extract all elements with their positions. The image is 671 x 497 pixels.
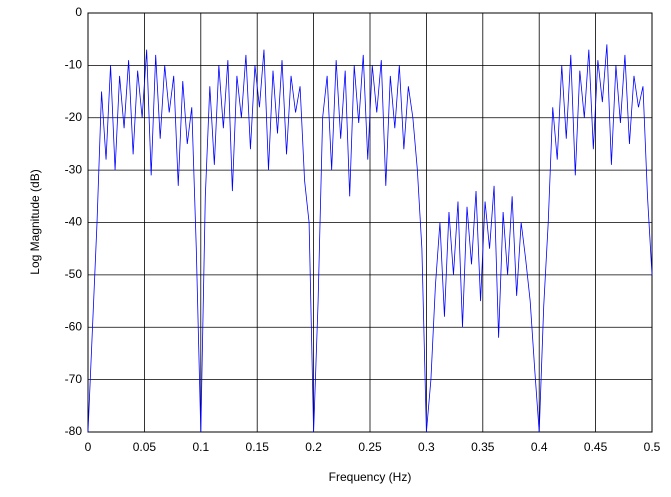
x-tick-label: 0.3 bbox=[418, 440, 435, 454]
x-tick-label: 0.35 bbox=[471, 440, 495, 454]
x-tick-label: 0.5 bbox=[644, 440, 661, 454]
y-tick-label: -40 bbox=[65, 215, 83, 229]
y-tick-label: -70 bbox=[65, 372, 83, 386]
x-tick-label: 0.45 bbox=[584, 440, 608, 454]
y-tick-label: 0 bbox=[75, 5, 82, 19]
x-tick-label: 0.05 bbox=[133, 440, 157, 454]
y-axis-label: Log Magnitude (dB) bbox=[28, 169, 42, 274]
y-tick-label: -80 bbox=[65, 424, 83, 438]
y-tick-label: -60 bbox=[65, 319, 83, 333]
x-tick-label: 0.4 bbox=[531, 440, 548, 454]
x-tick-label: 0.25 bbox=[358, 440, 382, 454]
y-tick-label: -10 bbox=[65, 58, 83, 72]
spectrum-line bbox=[87, 44, 653, 433]
x-tick-label: 0.15 bbox=[246, 440, 270, 454]
x-axis-label: Frequency (Hz) bbox=[329, 470, 412, 484]
x-tick-label: 0.1 bbox=[192, 440, 209, 454]
x-tick-label: 0 bbox=[85, 440, 92, 454]
x-tick-label: 0.2 bbox=[305, 440, 322, 454]
y-tick-label: -50 bbox=[65, 267, 83, 281]
y-tick-label: -30 bbox=[65, 162, 83, 176]
y-tick-label: -20 bbox=[65, 110, 83, 124]
plot-frame bbox=[87, 12, 653, 433]
